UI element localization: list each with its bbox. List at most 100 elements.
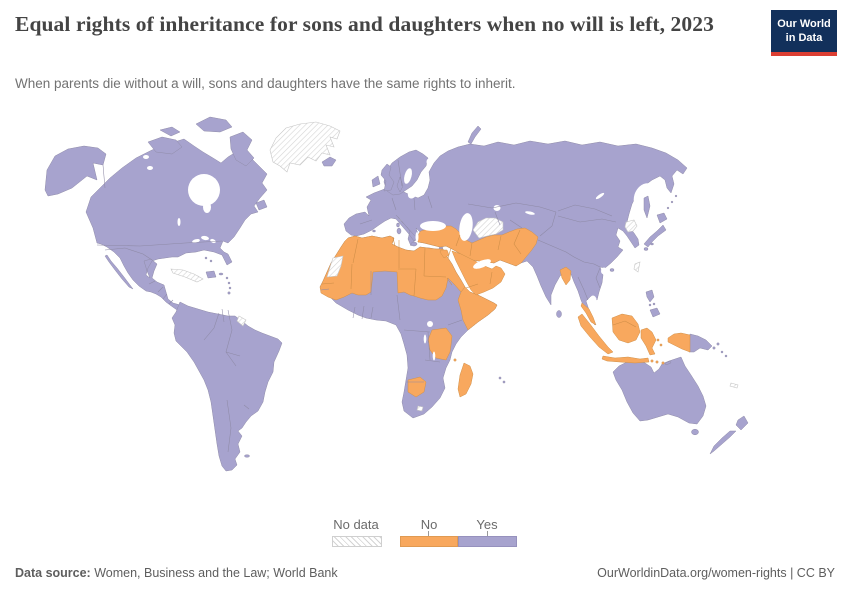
map-region-greenland[interactable] xyxy=(269,121,341,173)
map-region-west-papua[interactable] xyxy=(667,332,691,353)
map-region-australia[interactable] xyxy=(612,356,707,425)
map-region-malay-peninsula[interactable] xyxy=(580,302,597,326)
map-region-newfoundland[interactable] xyxy=(255,199,268,211)
map-region-tasmania[interactable] xyxy=(691,428,699,436)
map-region-arctic-island-2[interactable] xyxy=(159,126,181,137)
legend-swatch-yes[interactable] xyxy=(458,536,517,547)
map-region-sri-lanka[interactable] xyxy=(556,310,562,318)
map-region-arctic-island-3[interactable] xyxy=(195,116,233,133)
gulf-of-tonkin xyxy=(601,267,607,275)
map-region-kuril-islands[interactable] xyxy=(666,194,678,210)
gulf-of-thailand xyxy=(589,295,597,305)
data-source: Data source: Women, Business and the Law… xyxy=(15,566,338,580)
regions-no-data[interactable] xyxy=(170,121,739,412)
owid-logo[interactable]: Our World in Data xyxy=(771,10,837,56)
legend-tick-yes xyxy=(487,531,488,536)
regions-yes[interactable] xyxy=(44,116,749,472)
lake-winnipeg xyxy=(177,218,181,226)
map-region-new-zealand-north[interactable] xyxy=(735,415,749,431)
map-region-indian-ocean-islands[interactable] xyxy=(498,376,506,384)
james-bay xyxy=(203,201,211,213)
map-region-turkmenistan[interactable] xyxy=(472,217,504,239)
map-region-cuba[interactable] xyxy=(170,268,204,283)
map-region-baffin-island[interactable] xyxy=(229,131,255,167)
map-region-honshu[interactable] xyxy=(643,224,667,248)
map-region-sulawesi[interactable] xyxy=(640,327,657,356)
map-region-sakhalin[interactable] xyxy=(643,195,651,219)
map-region-shikoku[interactable] xyxy=(650,242,654,246)
map-region-south-america[interactable] xyxy=(171,301,283,472)
map-region-bangladesh[interactable] xyxy=(559,266,572,286)
legend-label-no: No xyxy=(420,517,438,532)
map-region-sumatra[interactable] xyxy=(577,313,614,355)
aegean-sea xyxy=(415,232,419,242)
country-borders xyxy=(96,159,617,453)
map-region-baja-california[interactable] xyxy=(104,254,134,290)
map-region-arctic-island-1[interactable] xyxy=(147,136,183,155)
seas-and-lakes xyxy=(143,155,659,361)
lake-victoria xyxy=(427,321,433,327)
map-region-north-africa[interactable] xyxy=(319,235,466,301)
great-lakes xyxy=(201,235,209,241)
map-region-java[interactable] xyxy=(601,355,650,364)
caspian-sea xyxy=(459,213,473,241)
hudson-bay xyxy=(188,174,220,206)
country-borders-orange xyxy=(321,229,637,328)
map-region-borneo[interactable] xyxy=(611,313,641,344)
persian-gulf xyxy=(473,259,491,269)
regions-no[interactable] xyxy=(319,225,691,398)
map-region-kyushu[interactable] xyxy=(643,247,649,251)
map-region-denmark[interactable] xyxy=(396,176,404,193)
map-region-pacific-islands[interactable] xyxy=(712,342,728,358)
legend-tick-no xyxy=(428,531,429,536)
map-region-north-america[interactable] xyxy=(85,138,268,313)
map-region-new-caledonia[interactable] xyxy=(729,382,739,389)
footer-credit-link[interactable]: OurWorldinData.org/women-rights | CC BY xyxy=(597,566,835,580)
map-region-philippines[interactable] xyxy=(645,289,661,318)
map-region-papua-new-guinea[interactable] xyxy=(688,333,713,353)
canadian-lakes xyxy=(147,166,153,170)
gulf-of-bothnia xyxy=(404,168,412,184)
lake-malawi xyxy=(432,351,436,361)
owid-logo-line1: Our World xyxy=(777,18,831,30)
data-source-label: Data source: xyxy=(15,566,91,580)
legend-swatch-no[interactable] xyxy=(400,536,458,547)
canadian-lakes xyxy=(143,155,149,159)
map-region-western-sahara[interactable] xyxy=(326,255,344,278)
page-subtitle: When parents die without a will, sons an… xyxy=(15,76,516,91)
map-region-lesser-sunda[interactable] xyxy=(650,359,665,365)
map-region-new-zealand-south[interactable] xyxy=(709,430,737,455)
legend-label-yes: Yes xyxy=(476,517,498,532)
map-region-french-guiana[interactable] xyxy=(236,315,247,327)
map-region-madagascar[interactable] xyxy=(457,362,474,398)
map-region-comoros[interactable] xyxy=(453,358,457,362)
map-region-timor[interactable] xyxy=(664,361,672,365)
page-title: Equal rights of inheritance for sons and… xyxy=(15,12,714,36)
map-region-lesotho[interactable] xyxy=(416,405,424,412)
map-region-novaya-zemlya[interactable] xyxy=(467,125,482,145)
map-region-iceland[interactable] xyxy=(321,156,337,167)
baltic-sea xyxy=(407,185,419,199)
regions-yes-islands[interactable] xyxy=(643,194,678,251)
lake-baikal xyxy=(595,192,605,200)
map-region-united-kingdom[interactable] xyxy=(380,163,395,192)
map-region-sinai[interactable] xyxy=(439,249,450,259)
map-region-arabian-peninsula[interactable] xyxy=(451,250,506,296)
lake-balkhash xyxy=(525,211,535,215)
great-lakes xyxy=(192,238,200,244)
map-region-hainan[interactable] xyxy=(609,268,615,272)
map-region-maluku[interactable] xyxy=(656,338,663,347)
data-source-value: Women, Business and the Law; World Bank xyxy=(90,566,338,580)
map-region-taiwan[interactable] xyxy=(633,261,641,273)
map-region-ireland[interactable] xyxy=(371,175,381,188)
map-region-alaska[interactable] xyxy=(44,145,107,197)
legend-label-no-data: No data xyxy=(333,517,379,532)
map-region-hokkaido[interactable] xyxy=(656,212,668,224)
aral-sea xyxy=(493,205,501,211)
map-region-north-korea[interactable] xyxy=(624,219,638,233)
white-sea xyxy=(426,158,434,166)
legend-swatch-no-data[interactable] xyxy=(332,536,382,547)
map-region-falkland-islands[interactable] xyxy=(244,454,250,458)
map-region-horn-of-africa[interactable] xyxy=(457,286,498,331)
